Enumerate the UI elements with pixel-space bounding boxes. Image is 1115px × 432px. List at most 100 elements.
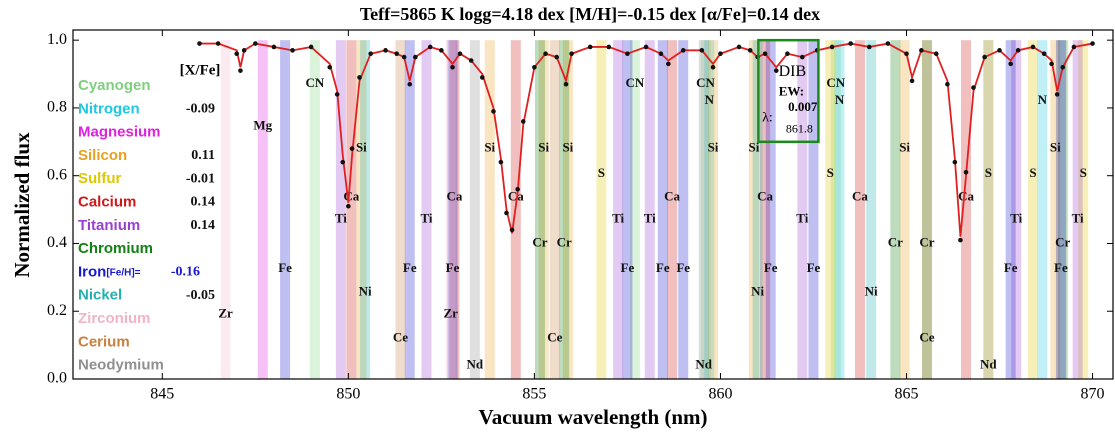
observed-point (718, 51, 723, 57)
observed-point (952, 159, 958, 165)
line-label: Cr (888, 234, 903, 249)
abundance-value: -0.05 (186, 288, 215, 303)
y-tick-label: 0.6 (47, 166, 67, 183)
line-label: Ti (1072, 211, 1084, 226)
line-band (469, 40, 480, 380)
line-band (808, 40, 819, 380)
line-band (644, 40, 655, 380)
observed-point (504, 210, 509, 216)
line-band (866, 40, 877, 380)
line-label: Cr (1055, 234, 1070, 249)
observed-point (509, 227, 515, 233)
line-band (825, 40, 836, 380)
observed-point (563, 81, 569, 87)
line-band (395, 40, 406, 380)
observed-point (933, 51, 939, 57)
abundance-header: [X/Fe] (180, 62, 221, 78)
observed-point (885, 41, 891, 46)
observed-point (982, 54, 987, 60)
observed-point (866, 44, 872, 50)
observed-point (909, 78, 915, 84)
observed-point (736, 44, 742, 50)
line-band (667, 40, 678, 380)
observed-point (606, 44, 612, 50)
observed-point (532, 64, 537, 70)
line-label: S (1029, 165, 1036, 180)
legend-entry: Silicon (78, 147, 127, 164)
legend-entry: Zirconium (78, 310, 151, 327)
line-label: Fe (403, 260, 417, 275)
observed-point (468, 58, 474, 63)
abundance-value: -0.01 (186, 171, 215, 186)
chart-title: Teff=5865 K logg=4.18 dex [M/H]=-0.15 de… (360, 4, 820, 24)
line-label: Si (1050, 140, 1061, 155)
line-band (1037, 40, 1048, 380)
x-tick-label: 855 (522, 386, 546, 403)
dib-lambda-label: λ: (762, 110, 773, 125)
legend-entry: Nitrogen (78, 100, 140, 117)
line-band (657, 40, 668, 380)
line-label: Si (562, 140, 573, 155)
observed-point (658, 51, 664, 57)
observed-point (340, 159, 346, 165)
legend-entry: Chromium (78, 240, 153, 257)
line-band (447, 40, 458, 380)
observed-point (963, 170, 969, 175)
line-label: Fe (278, 260, 292, 275)
observed-point (1030, 44, 1036, 50)
observed-point (643, 44, 649, 50)
line-label: Ti (796, 211, 808, 226)
observed-point (1015, 48, 1021, 53)
line-band (257, 40, 268, 380)
observed-point (413, 54, 418, 60)
line-label: Nd (467, 356, 484, 371)
observed-point (569, 51, 574, 57)
line-band (890, 40, 901, 380)
y-tick-label: 0.0 (47, 370, 67, 387)
x-tick-label: 860 (708, 386, 732, 403)
line-band (983, 40, 994, 380)
line-label: S (598, 165, 605, 180)
observed-point (334, 92, 340, 97)
observed-point (1054, 92, 1060, 97)
legend-entry: Magnesium (78, 124, 161, 141)
line-label: N (835, 92, 845, 107)
line-band (559, 40, 570, 380)
observed-point (1071, 44, 1077, 50)
observed-point (848, 41, 853, 46)
y-axis-label: Normalized flux (10, 132, 34, 278)
line-label: Si (356, 140, 367, 155)
observed-point (945, 81, 950, 87)
line-band (704, 40, 715, 380)
line-band (220, 40, 231, 380)
observed-point (383, 48, 388, 53)
observed-point (997, 48, 1002, 53)
line-band (797, 40, 808, 380)
observed-point (238, 68, 243, 73)
line-label: Si (899, 140, 910, 155)
legend-entry: Nickel (78, 287, 122, 304)
legend-entry: Calcium (78, 193, 136, 210)
dib-ew: 0.007 (788, 99, 818, 114)
line-label: CN (696, 75, 715, 90)
observed-point (515, 186, 520, 192)
line-band (1028, 40, 1038, 380)
observed-point (958, 237, 963, 243)
line-band (1011, 40, 1022, 380)
observed-point (747, 48, 753, 53)
line-label: Nd (695, 356, 712, 371)
observed-point (520, 119, 526, 124)
line-label: N (705, 92, 715, 107)
line-label: Ca (343, 189, 359, 204)
observed-point (1049, 61, 1054, 67)
line-band (538, 40, 549, 380)
plot-frame (72, 29, 1114, 380)
line-label: CN (305, 75, 324, 90)
line-label: Ti (335, 211, 347, 226)
line-band (562, 40, 573, 380)
dib-lambda: 861.8 (786, 122, 813, 136)
legend-entry: Sulfur (78, 170, 121, 187)
line-label: Fe (807, 260, 821, 275)
observed-point (773, 68, 779, 73)
